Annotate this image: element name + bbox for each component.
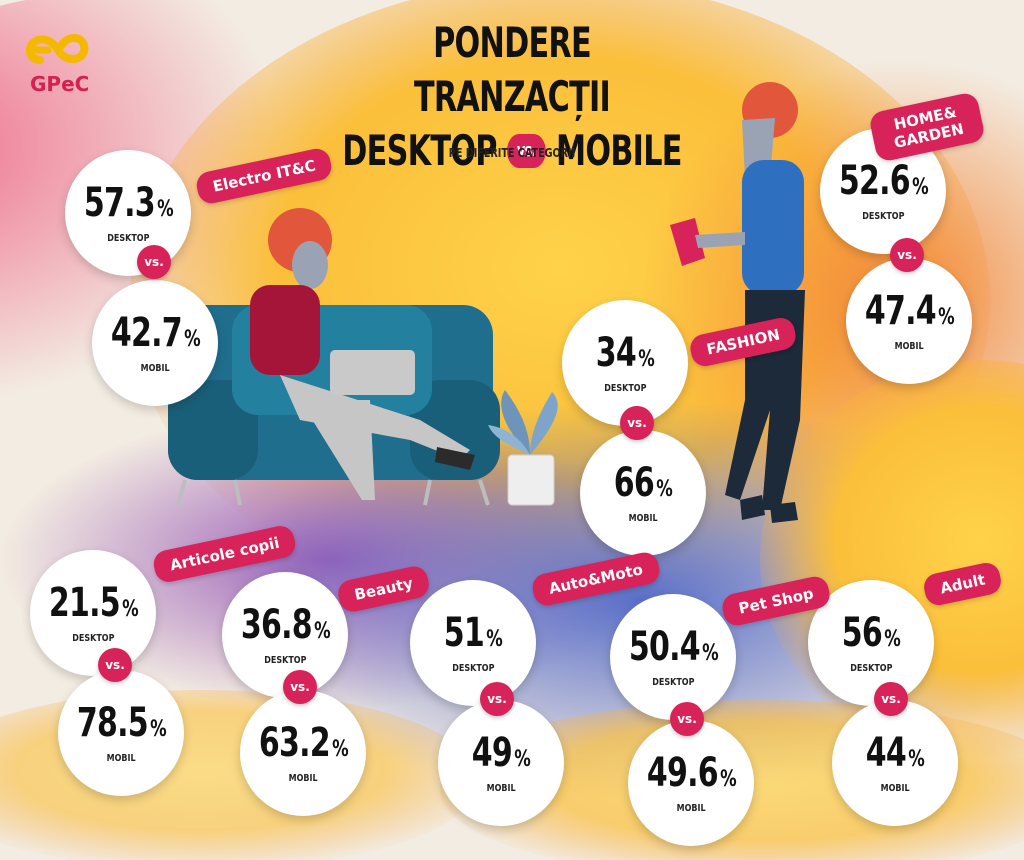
pet-shop-vs-badge: vs. [670,702,704,736]
auto-moto-mobile-label: MOBIL [486,783,516,794]
beauty-mobile-number: 63.2 [258,720,330,766]
home-garden-mobile-value: 47.4% [864,288,955,339]
electro-it-c-desktop-number: 57.3 [83,180,155,226]
percent-sign: % [149,717,167,742]
fashion-mobile-value: 66% [613,460,673,511]
electro-it-c-mobile-value: 42.7% [110,310,201,361]
logo-text: GPeC [30,72,90,96]
percent-sign: % [656,477,673,502]
home-garden-mobile-number: 47.4 [864,288,936,334]
percent-sign: % [514,747,531,772]
beauty-vs-badge: vs. [283,670,317,704]
articole-copii-desktop-bubble: 21.5% DESKTOP [30,550,156,676]
auto-moto-mobile-number: 49 [471,730,513,776]
percent-sign: % [121,597,139,622]
beauty-mobile-value: 63.2% [258,720,349,771]
page-title: PONDERE TRANZACȚII DESKTOP vs. MOBILE [332,16,692,178]
pet-shop-desktop-label: DESKTOP [651,677,695,688]
title-desktop: DESKTOP [342,126,497,175]
electro-it-c-mobile-bubble: 42.7% MOBIL [92,280,218,406]
fashion-mobile-number: 66 [613,460,655,506]
sitting-person-illustration [250,208,475,500]
page-subtitle: PE DIFERITE CATEGORII [448,146,576,160]
electro-it-c-desktop-label: DESKTOP [106,233,150,244]
pet-shop-mobile-number: 49.6 [646,750,718,796]
auto-moto-desktop-bubble: 51% DESKTOP [410,580,536,706]
home-garden-desktop-label: DESKTOP [861,211,905,222]
beauty-desktop-value: 36.8% [240,602,331,653]
fashion-desktop-value: 34% [595,330,655,381]
percent-sign: % [911,175,929,200]
articole-copii-mobile-value: 78.5% [76,700,167,751]
pet-shop-desktop-number: 50.4 [628,624,700,670]
fashion-desktop-bubble: 34% DESKTOP [562,300,688,426]
percent-sign: % [183,327,201,352]
fashion-desktop-label: DESKTOP [603,383,647,394]
pet-shop-desktop-bubble: 50.4% DESKTOP [610,594,736,720]
beauty-desktop-bubble: 36.8% DESKTOP [222,572,348,698]
home-garden-mobile-label: MOBIL [894,341,924,352]
auto-moto-mobile-value: 49% [471,730,531,781]
fashion-mobile-bubble: 66% MOBIL [580,430,706,556]
percent-sign: % [937,305,955,330]
beauty-desktop-label: DESKTOP [263,655,307,666]
home-garden-mobile-bubble: 47.4% MOBIL [846,258,972,384]
electro-it-c-mobile-number: 42.7 [110,310,182,356]
percent-sign: % [486,627,503,652]
plant-illustration [488,390,558,506]
adult-desktop-bubble: 56% DESKTOP [808,580,934,706]
pet-shop-mobile-label: MOBIL [676,803,706,814]
fashion-vs-badge: vs. [620,406,654,440]
title-mobile: MOBILE [555,126,682,175]
articole-copii-mobile-number: 78.5 [76,700,148,746]
adult-mobile-bubble: 44% MOBIL [832,700,958,826]
gpec-logo: GPeC [18,20,108,100]
home-garden-desktop-number: 52.6 [838,158,910,204]
beauty-mobile-bubble: 63.2% MOBIL [240,690,366,816]
percent-sign: % [701,641,719,666]
adult-mobile-number: 44 [865,730,907,776]
auto-moto-vs-badge: vs. [480,682,514,716]
pet-shop-mobile-bubble: 49.6% MOBIL [628,720,754,846]
adult-desktop-label: DESKTOP [849,663,893,674]
adult-desktop-number: 56 [841,610,883,656]
percent-sign: % [719,767,737,792]
adult-mobile-label: MOBIL [880,783,910,794]
percent-sign: % [638,347,655,372]
percent-sign: % [156,197,174,222]
electro-it-c-desktop-bubble: 57.3% DESKTOP [65,150,191,276]
beauty-mobile-label: MOBIL [288,773,318,784]
home-garden-desktop-value: 52.6% [838,158,929,209]
percent-sign: % [313,619,331,644]
articole-copii-vs-badge: vs. [98,648,132,682]
beauty-desktop-number: 36.8 [240,602,312,648]
articole-copii-mobile-label: MOBIL [106,753,136,764]
electro-it-c-mobile-label: MOBIL [140,363,170,374]
percent-sign: % [331,737,349,762]
auto-moto-desktop-number: 51 [443,610,485,656]
electro-it-c-desktop-value: 57.3% [83,180,174,231]
auto-moto-mobile-bubble: 49% MOBIL [438,700,564,826]
gpec-logo-icon [26,33,89,64]
articole-copii-desktop-label: DESKTOP [71,633,115,644]
home-garden-vs-badge: vs. [890,238,924,272]
fashion-desktop-number: 34 [595,330,637,376]
pet-shop-mobile-value: 49.6% [646,750,737,801]
fashion-mobile-label: MOBIL [628,513,658,524]
adult-vs-badge: vs. [874,682,908,716]
electro-it-c-vs-badge: vs. [137,245,171,279]
articole-copii-mobile-bubble: 78.5% MOBIL [58,670,184,796]
percent-sign: % [908,747,925,772]
articole-copii-desktop-value: 21.5% [48,580,139,631]
title-line1: PONDERE TRANZACȚII [413,18,611,121]
adult-mobile-value: 44% [865,730,925,781]
title-vs-badge: vs. [506,134,546,168]
auto-moto-desktop-value: 51% [443,610,503,661]
adult-desktop-value: 56% [841,610,901,661]
pet-shop-desktop-value: 50.4% [628,624,719,675]
articole-copii-desktop-number: 21.5 [48,580,120,626]
percent-sign: % [884,627,901,652]
auto-moto-desktop-label: DESKTOP [451,663,495,674]
